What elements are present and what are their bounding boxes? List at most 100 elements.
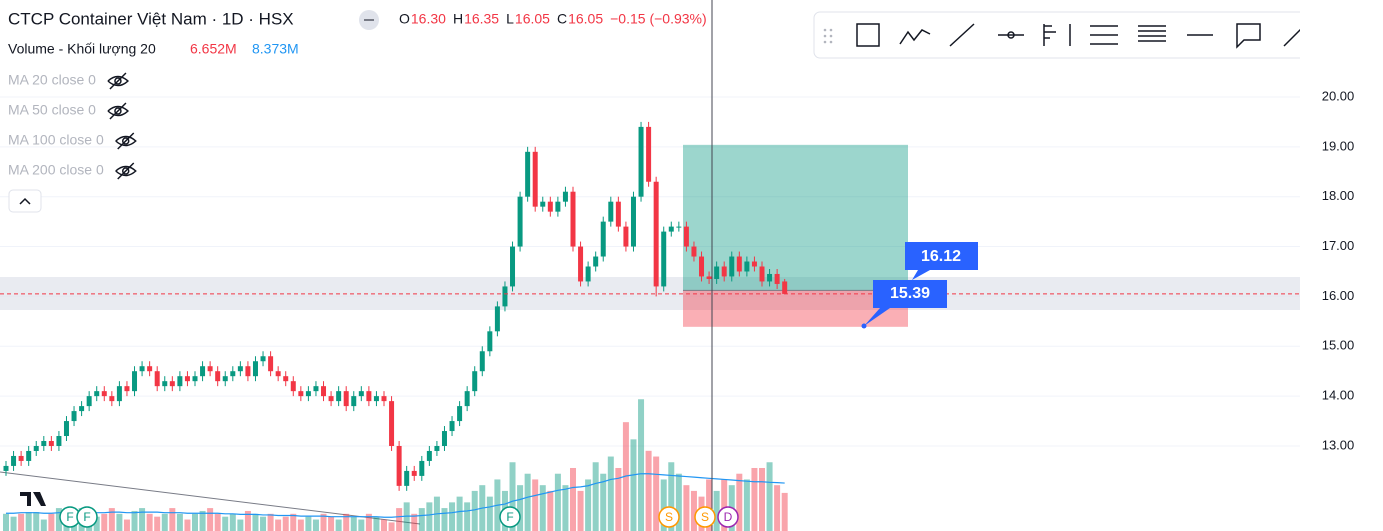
channel-tool[interactable]: [1090, 25, 1118, 45]
volume-bar: [3, 513, 9, 531]
event-marker: [694, 506, 716, 528]
event-marker: [717, 506, 739, 528]
candle-body: [736, 256, 742, 272]
candle-body: [169, 381, 175, 387]
event-label: S: [701, 510, 709, 524]
candle-body: [215, 371, 221, 382]
volume-bar: [10, 516, 17, 531]
candle-body: [132, 371, 138, 392]
event-label: S: [665, 510, 673, 524]
candle-body: [744, 261, 750, 272]
ohlc-value: 16.35: [464, 11, 499, 27]
candle-body: [411, 470, 417, 476]
candle-body: [449, 421, 455, 432]
volume-bar: [116, 513, 123, 531]
candle-body: [479, 351, 485, 372]
volume-bar: [486, 496, 493, 531]
volume-bar: [653, 456, 660, 531]
volume-bar: [585, 479, 592, 531]
volume-bar: [108, 508, 115, 531]
volume-bar: [33, 510, 40, 531]
volume-bar: [350, 516, 357, 531]
candle-body: [751, 261, 757, 267]
candle-body: [774, 273, 780, 284]
candle-body: [517, 196, 523, 247]
volume-bar: [290, 513, 297, 531]
candle-body: [706, 276, 712, 279]
volume-bar: [675, 473, 682, 531]
stop-label: 15.39: [890, 285, 930, 302]
volume-bar: [388, 522, 395, 531]
volume-bar: [169, 508, 176, 531]
candle-body: [79, 406, 85, 412]
trend-tool[interactable]: [949, 23, 975, 47]
drawing-toolbar: [813, 11, 1367, 59]
indicator-legend: MA 20 close 0: [8, 72, 96, 88]
volume-bar: [252, 513, 259, 531]
candle-body: [366, 391, 372, 402]
candle-body: [26, 450, 32, 461]
candle-body: [48, 441, 54, 446]
hidden-eye-icon: [115, 132, 137, 150]
callout-tool[interactable]: [1236, 23, 1261, 49]
candle-body: [222, 376, 228, 382]
event-label: F: [506, 510, 513, 524]
candle-body: [434, 445, 440, 451]
volume-bar: [509, 462, 516, 531]
volume-bar: [131, 510, 138, 531]
hidden-eye-icon: [107, 72, 130, 90]
candle-body: [714, 266, 720, 279]
volume-bar: [441, 508, 448, 531]
volume-bar: [365, 513, 372, 531]
volume-bar: [161, 513, 168, 531]
candle-body: [245, 366, 251, 377]
volume-bar: [396, 508, 403, 531]
y-tick-label: 14.00: [1322, 388, 1355, 403]
volume-bar: [774, 485, 781, 531]
price-axis: [1300, 0, 1383, 531]
volume-bar: [660, 479, 667, 531]
volume-value: 6.652M: [190, 41, 237, 57]
volume-bar: [683, 485, 690, 531]
volume-bar: [600, 473, 607, 531]
fib-tool[interactable]: [1043, 24, 1071, 46]
candle-body: [608, 201, 614, 222]
volume-bar: [532, 479, 539, 531]
indicator-legend: MA 100 close 0: [8, 132, 104, 148]
volume-bar: [570, 467, 576, 531]
y-tick-label: 20.00: [1322, 88, 1355, 103]
collapse-legend-button[interactable]: [8, 189, 42, 213]
candle-body: [275, 371, 281, 377]
path-tool[interactable]: [899, 29, 931, 45]
candle-body: [638, 126, 644, 197]
volume-bar: [449, 502, 456, 531]
volume-bar: [320, 513, 327, 531]
candle-body: [328, 396, 334, 402]
indicator-legend: MA 50 close 0: [8, 102, 96, 118]
candle-body: [321, 386, 327, 397]
candle-body: [646, 126, 652, 182]
volume-bar: [207, 508, 214, 531]
candle-body: [683, 226, 689, 247]
candle-body: [298, 391, 304, 397]
volume-bar: [562, 485, 569, 531]
volume-bar: [214, 513, 221, 531]
volume-bar: [139, 508, 146, 531]
candle-body: [502, 286, 508, 307]
volume-bar: [577, 490, 584, 531]
price-highlight: [0, 277, 1300, 310]
volume-bar: [759, 467, 765, 531]
y-tick-label: 19.00: [1322, 138, 1355, 153]
stop-badge: [864, 280, 947, 326]
rect-tool[interactable]: [856, 23, 880, 47]
candle-body: [615, 201, 621, 227]
volume-bar: [199, 510, 206, 531]
lines-tool[interactable]: [1138, 25, 1166, 42]
volume-bar: [123, 519, 130, 531]
candle-body: [33, 445, 39, 451]
volume-bar: [456, 496, 463, 531]
volume-bar: [275, 519, 282, 531]
volume-bar: [184, 519, 191, 531]
candle-body: [441, 431, 447, 446]
candle-body: [578, 246, 584, 282]
